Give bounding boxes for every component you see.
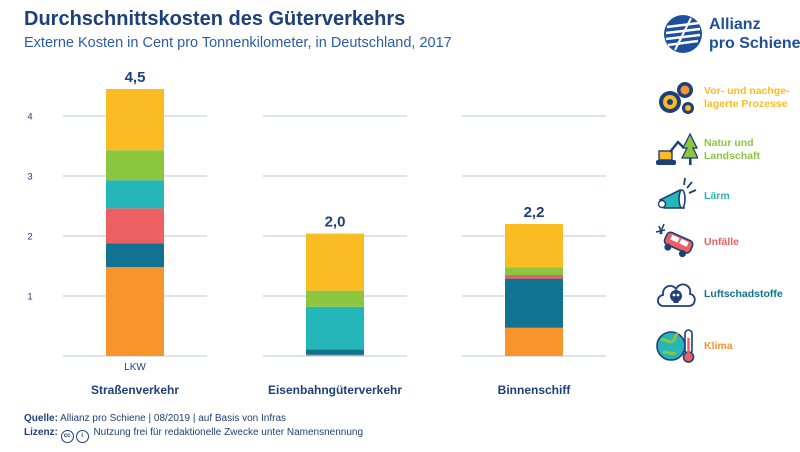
source-line: Quelle: Allianz pro Schiene | 08/2019 | … [24,413,286,424]
y-tick-label: 2 [27,232,32,243]
legend-label: Natur und Landschaft [704,137,761,162]
skull-cloud-icon [656,283,696,307]
bar-segment-unfaelle [106,208,164,244]
bar-sublabel: LKW [124,362,146,373]
bar-stack [106,89,164,356]
y-axis: 1 2 3 4 [27,112,32,303]
license-label: Lizenz: [24,427,58,438]
bar-segment-klima [505,327,563,356]
legend-item-luft: Luftschadstoffe [650,270,798,318]
license-line: Lizenz: cc i Nutzung frei für redaktionel… [24,427,363,443]
legend-item-klima: Klima [650,322,798,370]
crash-car-icon [655,223,694,258]
bar-labels: 4,5 LKW Straßenverkehr 2,0 Eisenbahngüterver… [91,69,571,397]
license-text: Nutzung frei für redaktionelle Zwecke un… [93,427,364,438]
stacked-bar-chart: 1 2 3 4 4,5 LKW Straßenverkehr 2,0 Eisenbahngüt… [27,69,606,397]
legend-item-laerm: Lärm [650,172,798,220]
logo-line-2: pro Schiene [709,35,800,52]
bar-total-label: 2,2 [524,204,545,221]
source-text: Allianz pro Schiene | 08/2019 | auf Basi… [60,413,287,424]
category-label: Straßenverkehr [91,383,179,397]
bar-segment-prozesse [306,233,364,291]
logo-emblem-icon [664,15,702,53]
bar-segment-natur [106,150,164,181]
bar-segment-unfaelle [505,275,563,279]
gears-icon [659,82,694,114]
globe-thermometer-icon [656,329,695,363]
page-title: Durchschnittskosten des Güterverkehrs [24,8,406,30]
logo-line-1: Allianz [709,16,761,33]
category-label: Eisenbahngüterverkehr [268,383,402,397]
creative-commons-icon: cc i [60,427,91,443]
bar-stack [306,233,364,356]
legend-label: Luftschadstoffe [704,287,783,300]
legend-item-natur: Natur und Landschaft [650,126,798,174]
bar-segment-luft [106,243,164,268]
excavator-trees-icon [656,132,698,165]
y-tick-label: 4 [27,112,32,123]
bar-segment-laerm [106,180,164,209]
source-label: Quelle: [24,413,58,424]
legend-item-prozesse: Vor- und nachge-lagerte Prozesse [650,74,798,122]
bar-total-label: 4,5 [125,69,146,86]
logo-text: Allianz pro Schiene [709,15,800,53]
legend-label: Lärm [704,189,730,202]
legend-label: Klima [704,339,733,352]
y-tick-label: 1 [27,292,32,303]
allianz-pro-schiene-logo: Allianz pro Schiene [663,14,800,58]
bar-segment-luft [505,278,563,328]
bar-segment-prozesse [106,89,164,151]
bar-segment-natur [306,290,364,307]
bars [106,89,563,356]
legend-label: Vor- und nachge-lagerte Prozesse [704,85,790,110]
legend-label: Unfälle [704,235,740,248]
legend-item-unfaelle: Unfälle [650,218,798,266]
bar-segment-klima [106,267,164,356]
bar-segment-natur [505,267,563,275]
bar-segment-klima [306,354,364,356]
cc-icon: cc [60,430,74,443]
bar-segment-luft [306,349,364,355]
megaphone-icon [657,177,697,209]
bar-segment-laerm [306,306,364,350]
attribution-icon: i [75,430,89,443]
bar-segment-prozesse [505,224,563,268]
bar-stack [505,224,563,356]
page-subtitle: Externe Kosten in Cent pro Tonnenkilomet… [24,35,452,51]
bar-total-label: 2,0 [325,214,346,231]
y-tick-label: 3 [27,172,32,183]
category-label: Binnenschiff [498,383,572,397]
